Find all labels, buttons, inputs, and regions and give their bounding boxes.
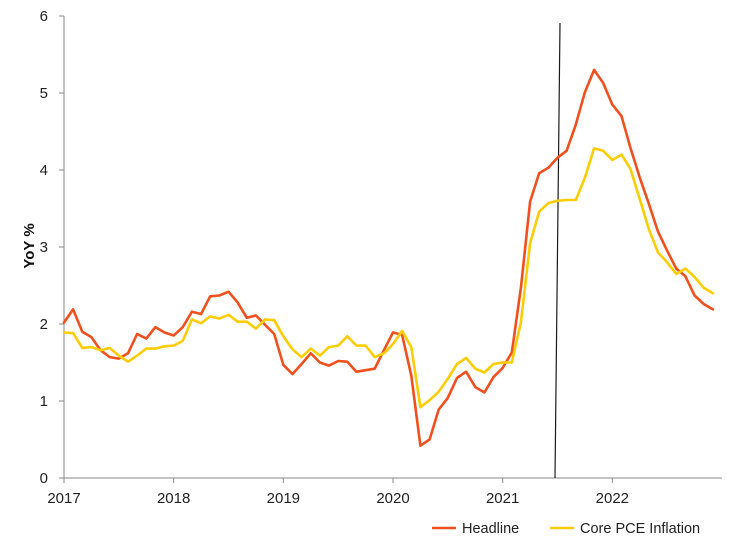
legend-label: Headline — [462, 521, 519, 537]
x-tick-label: 2017 — [47, 490, 80, 507]
x-tick-label: 2018 — [157, 490, 190, 507]
vertical-marker-line — [554, 22, 561, 479]
y-tick-label: 3 — [40, 239, 48, 256]
x-tick-label: 2019 — [267, 490, 300, 507]
legend-label: Core PCE Inflation — [580, 521, 700, 537]
y-axis-tick-labels: 0 1 2 3 4 5 6 — [40, 8, 48, 487]
annotations — [554, 22, 561, 479]
x-axis-tick-labels: 2017 2018 2019 2020 2021 2022 — [47, 490, 629, 507]
y-tick-label: 2 — [40, 316, 48, 333]
axes — [59, 15, 722, 483]
legend: Headline Core PCE Inflation — [432, 521, 700, 537]
y-tick-label: 1 — [40, 393, 48, 410]
series-line-headline — [62, 68, 715, 448]
y-tick-label: 4 — [40, 162, 48, 179]
x-tick-label: 2020 — [376, 490, 409, 507]
y-tick-label: 5 — [40, 85, 48, 102]
series-line-core-pce-inflation — [62, 147, 715, 409]
y-tick-label: 0 — [40, 470, 48, 487]
x-tick-label: 2021 — [486, 490, 519, 507]
x-tick-label: 2022 — [596, 490, 629, 507]
series-lines — [62, 68, 715, 448]
y-axis-title: YoY % — [21, 223, 38, 268]
y-tick-label: 6 — [40, 8, 48, 25]
